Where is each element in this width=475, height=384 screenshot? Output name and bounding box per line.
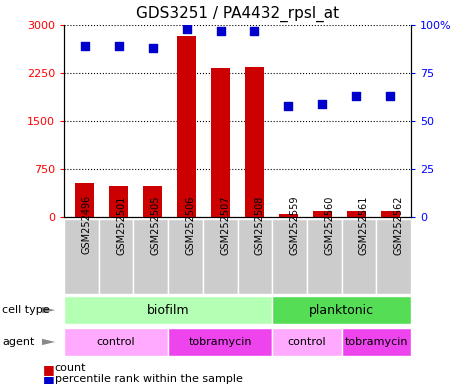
Bar <box>99 219 133 294</box>
Point <box>149 45 156 51</box>
Text: tobramycin: tobramycin <box>344 337 408 347</box>
Bar <box>307 219 342 294</box>
Text: GSM252559: GSM252559 <box>290 195 300 255</box>
Bar <box>168 328 272 356</box>
Point <box>387 93 394 99</box>
Text: agent: agent <box>2 337 35 347</box>
Point <box>319 101 326 107</box>
Text: control: control <box>97 337 135 347</box>
Bar <box>381 210 400 217</box>
Point <box>81 43 88 49</box>
Bar <box>279 214 298 217</box>
Text: GSM252505: GSM252505 <box>151 195 161 255</box>
Bar <box>238 219 272 294</box>
Text: ■: ■ <box>43 363 55 376</box>
Bar <box>203 219 238 294</box>
Point <box>115 43 123 49</box>
Bar <box>64 296 272 324</box>
Text: ■: ■ <box>43 374 55 384</box>
Text: GSM252561: GSM252561 <box>359 195 369 255</box>
Bar <box>64 219 99 294</box>
Bar <box>347 211 366 217</box>
Text: tobramycin: tobramycin <box>189 337 252 347</box>
Bar <box>133 219 168 294</box>
Bar <box>376 219 411 294</box>
Bar <box>64 328 168 356</box>
Text: percentile rank within the sample: percentile rank within the sample <box>55 374 243 384</box>
Point <box>217 28 224 34</box>
Text: GSM252560: GSM252560 <box>324 195 334 255</box>
Bar <box>143 186 162 217</box>
Point <box>352 93 360 99</box>
Bar <box>272 328 342 356</box>
Bar <box>75 183 94 217</box>
Text: planktonic: planktonic <box>309 304 374 316</box>
Point <box>183 26 190 32</box>
Point <box>285 103 292 109</box>
Bar <box>177 36 196 217</box>
Bar <box>342 328 411 356</box>
Text: GSM252506: GSM252506 <box>185 195 196 255</box>
Bar <box>109 185 128 217</box>
Text: biofilm: biofilm <box>147 304 190 316</box>
Text: cell type: cell type <box>2 305 50 315</box>
Polygon shape <box>42 307 55 313</box>
Text: control: control <box>287 337 326 347</box>
Bar <box>272 296 411 324</box>
Text: count: count <box>55 363 86 373</box>
Text: GSM252496: GSM252496 <box>82 195 92 255</box>
Bar <box>168 219 203 294</box>
Bar <box>245 67 264 217</box>
Bar <box>313 211 332 217</box>
Text: GSM252501: GSM252501 <box>116 195 126 255</box>
Title: GDS3251 / PA4432_rpsl_at: GDS3251 / PA4432_rpsl_at <box>136 6 339 22</box>
Polygon shape <box>42 339 55 345</box>
Text: GSM252507: GSM252507 <box>220 195 230 255</box>
Bar <box>272 219 307 294</box>
Bar <box>211 68 230 217</box>
Point <box>251 28 258 34</box>
Bar <box>342 219 376 294</box>
Text: GSM252562: GSM252562 <box>393 195 404 255</box>
Text: GSM252508: GSM252508 <box>255 195 265 255</box>
